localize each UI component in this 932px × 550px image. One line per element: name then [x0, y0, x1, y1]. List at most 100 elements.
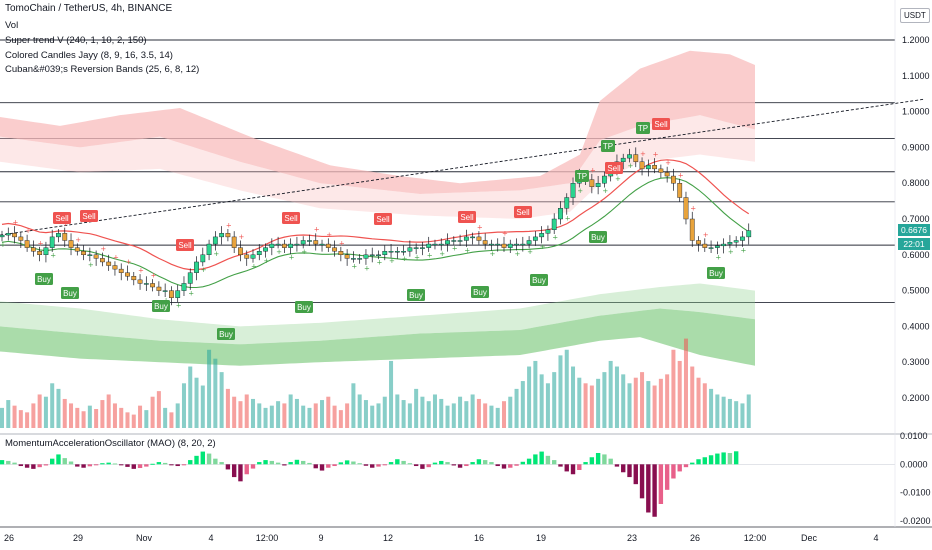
supertrend-plus-down: +	[703, 231, 709, 239]
candle	[194, 261, 199, 273]
mao-bar	[319, 464, 325, 471]
currency-badge[interactable]: USDT	[900, 8, 930, 23]
mao-bar	[188, 460, 193, 465]
supertrend-plus-up: +	[464, 247, 470, 255]
buy-signal-text: Buy	[154, 302, 168, 311]
candle	[294, 243, 300, 246]
mao-bar	[225, 464, 231, 470]
volume-bar	[56, 388, 61, 428]
supertrend-plus-up: +	[176, 302, 182, 310]
candle	[551, 218, 557, 230]
price-axis-tick: 0.8000	[902, 178, 930, 188]
supertrend-plus-up: +	[201, 266, 207, 274]
mao-bar	[370, 464, 375, 468]
candle	[81, 251, 86, 256]
candle	[275, 243, 281, 246]
mao-bar	[558, 464, 563, 467]
volume-bar	[621, 374, 626, 428]
volume-bar	[332, 405, 337, 428]
supertrend-plus-up: +	[50, 252, 56, 260]
candle	[438, 243, 444, 246]
indicator-supertrend[interactable]: Super trend V (240, 1, 10, 2, 150)	[5, 35, 147, 46]
candle	[206, 243, 212, 255]
supertrend-plus-down: +	[690, 204, 696, 212]
candle	[106, 261, 112, 266]
volume-bar	[18, 410, 23, 428]
candle	[401, 251, 406, 253]
volume-bar	[338, 410, 343, 428]
volume-bar	[244, 394, 249, 428]
buy-signal-text: Buy	[297, 303, 311, 312]
candle	[150, 283, 155, 288]
volume-bar	[363, 400, 368, 428]
supertrend-plus-down: +	[653, 151, 659, 159]
candle	[501, 243, 507, 248]
volume-bar	[596, 378, 601, 428]
volume-bar	[131, 414, 136, 428]
candle	[671, 175, 676, 184]
supertrend-plus-up: +	[628, 162, 634, 170]
candle	[470, 236, 476, 239]
mao-bar	[457, 464, 463, 468]
volume-bar	[432, 394, 437, 428]
supertrend-plus-up: +	[427, 252, 433, 260]
volume-bar	[144, 410, 149, 428]
mao-bar	[583, 462, 588, 465]
supertrend-plus-down: +	[226, 221, 232, 229]
mao-bar	[231, 464, 237, 478]
candle	[131, 276, 137, 281]
volume-bar	[665, 374, 670, 428]
candle	[288, 243, 294, 248]
candle	[87, 254, 93, 257]
volume-bar	[709, 388, 714, 428]
volume-bar	[658, 378, 663, 428]
price-axis-tick: 1.1000	[902, 71, 930, 81]
candle	[68, 240, 74, 248]
mao-bar	[213, 458, 218, 465]
mao-bar	[288, 462, 293, 465]
buy-signal-label	[471, 286, 489, 298]
candle	[187, 272, 193, 284]
supertrend-plus-up: +	[565, 214, 571, 222]
mao-bar	[269, 460, 275, 465]
candle	[281, 243, 287, 248]
candle	[658, 168, 664, 173]
candle	[219, 233, 225, 238]
volume-bar	[81, 411, 86, 428]
candle	[721, 243, 727, 247]
mao-bar	[194, 455, 199, 465]
supertrend-plus-up: +	[0, 241, 6, 249]
indicator-vol[interactable]: Vol	[5, 20, 19, 31]
indicator-colored-candles[interactable]: Colored Candles Jayy (8, 9, 16, 3.5, 14)	[5, 50, 173, 61]
mao-bar	[50, 458, 55, 465]
indicator-reversion-bands[interactable]: Cuban&#039;s Reversion Bands (25, 6, 8, …	[5, 64, 200, 75]
candle	[746, 230, 752, 238]
tp-signal-text: TP	[577, 172, 587, 181]
time-axis-tick: 26	[690, 533, 700, 543]
mao-bar	[344, 460, 350, 465]
mao-bar	[508, 464, 513, 468]
volume-bar	[577, 377, 582, 428]
volume-bar	[112, 403, 117, 428]
mao-bar	[81, 464, 86, 468]
mao-bar	[301, 460, 306, 465]
volume-bar	[119, 407, 124, 428]
mao-bar	[363, 464, 369, 466]
mao-bar	[219, 462, 224, 465]
candle	[269, 243, 275, 248]
mao-bar	[100, 463, 105, 465]
supertrend-plus-down: +	[75, 236, 81, 244]
time-axis-tick: 26	[4, 533, 14, 543]
volume-bar	[715, 394, 720, 428]
volume-bar	[276, 401, 281, 428]
volume-bar	[181, 383, 186, 428]
time-axis-tick: 16	[474, 533, 484, 543]
oscillator-title[interactable]: MomentumAccelerationOscillator (MAO) (8,…	[5, 438, 216, 449]
mao-bar	[250, 464, 256, 469]
supertrend-plus-down: +	[314, 226, 320, 234]
volume-bar	[564, 349, 569, 428]
mao-bar	[476, 459, 482, 465]
buy-signal-label	[35, 273, 53, 285]
mao-bar	[388, 462, 394, 465]
buy-signal-label	[217, 328, 235, 340]
